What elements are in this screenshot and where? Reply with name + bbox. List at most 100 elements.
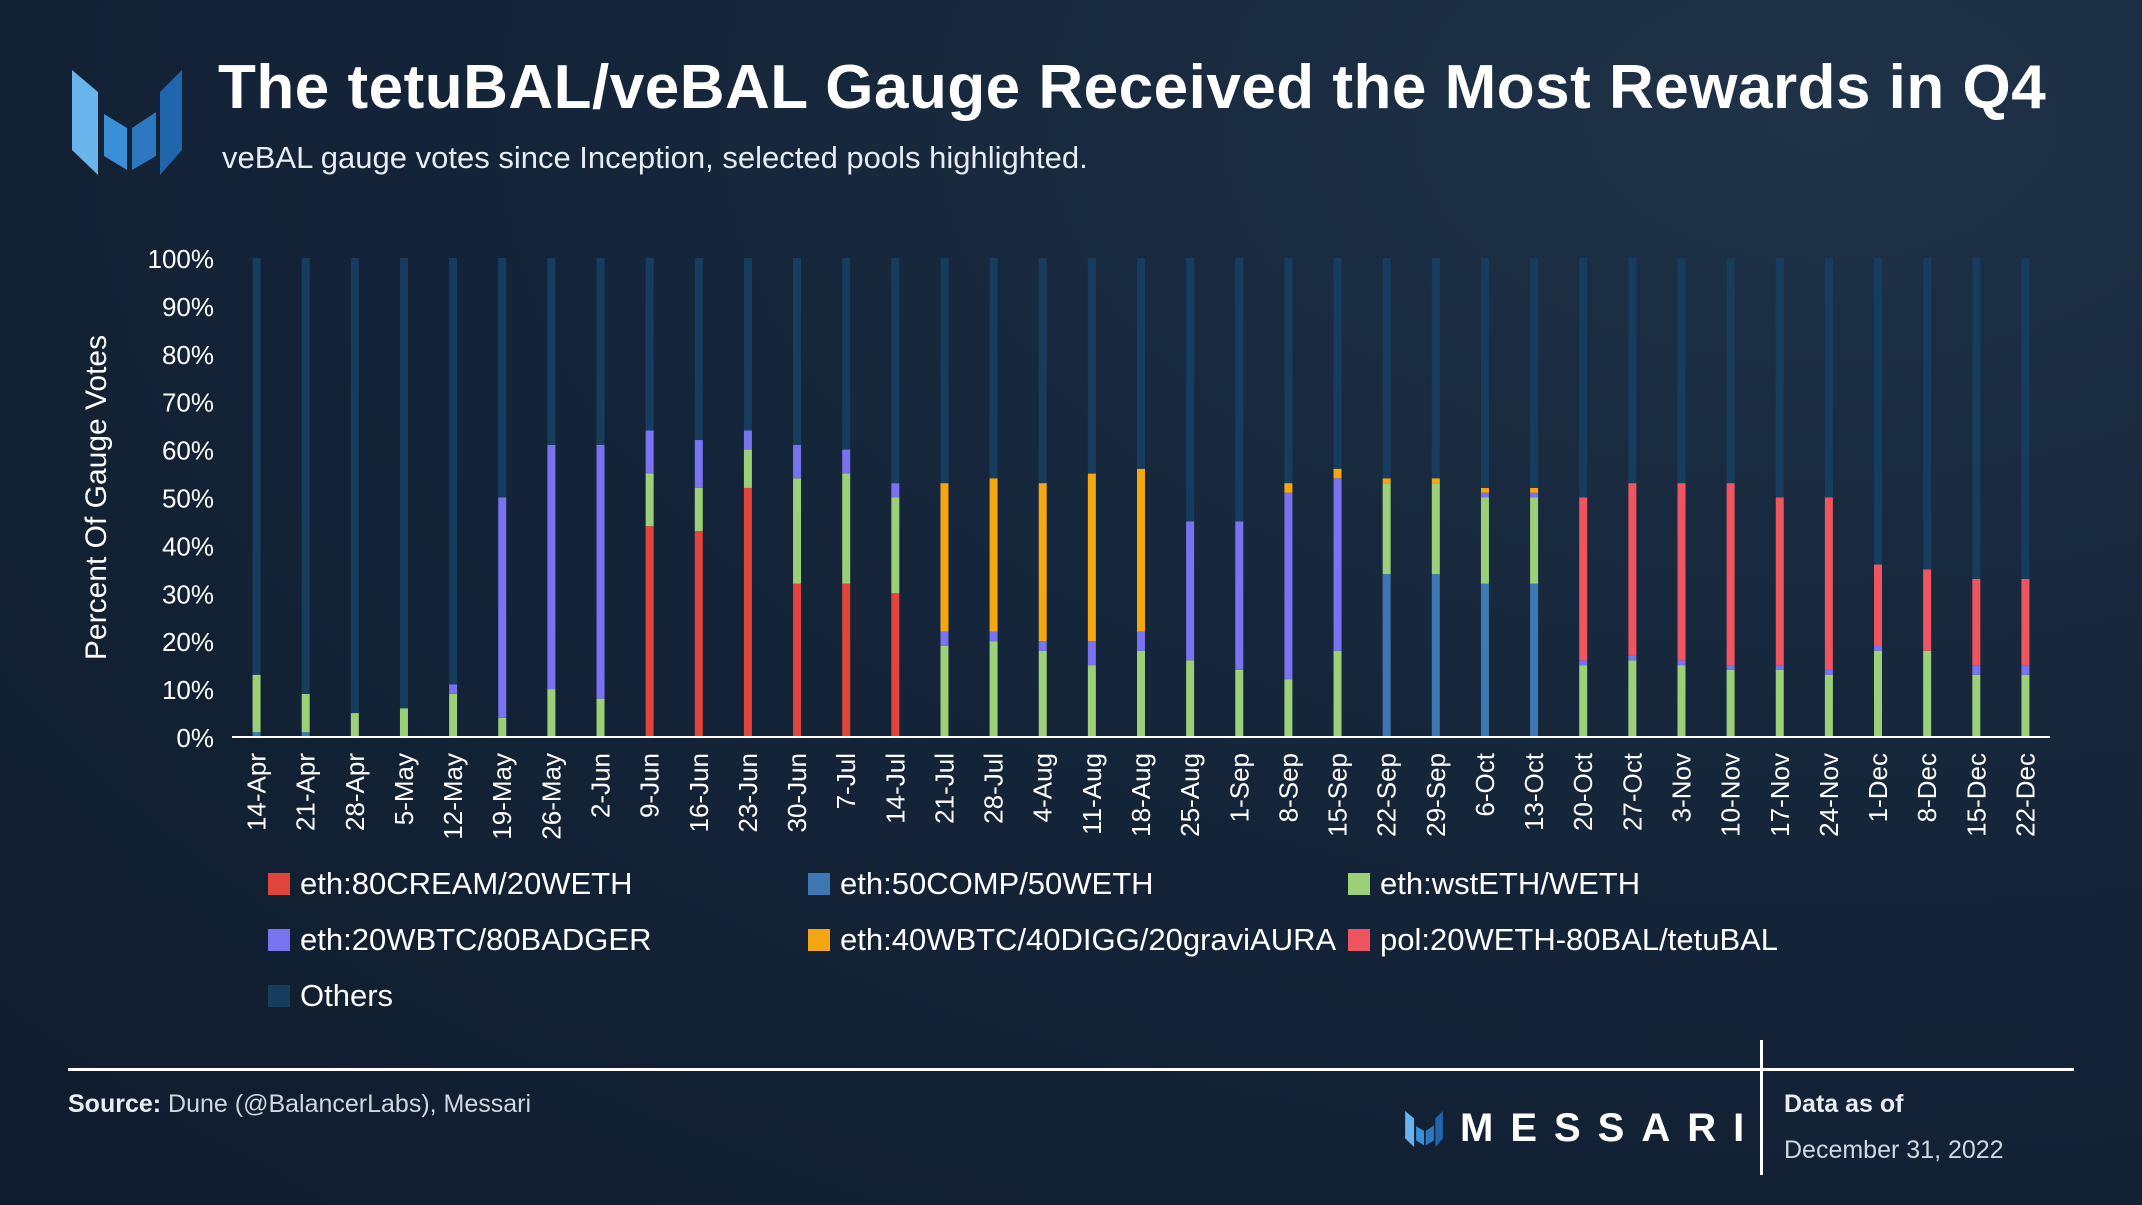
bar-segment — [1530, 487, 1539, 493]
bar-segment — [743, 487, 752, 737]
messari-brand: MESSARI — [1404, 1106, 1761, 1151]
bar-segment — [1333, 468, 1342, 479]
bar-segment — [252, 258, 261, 675]
legend-item: eth:80CREAM/20WETH — [268, 866, 633, 902]
bar-segment — [1333, 650, 1342, 737]
bar-segment — [1038, 258, 1047, 484]
legend-item: eth:20WBTC/80BADGER — [268, 922, 651, 958]
legend-swatch — [808, 929, 830, 951]
legend-swatch — [268, 873, 290, 895]
bar-segment — [1874, 564, 1883, 646]
x-tick-label: 28-Apr — [340, 753, 370, 831]
x-tick-label: 3-Nov — [1666, 753, 1696, 822]
bar-segment — [694, 258, 703, 441]
y-tick-label: 80% — [162, 340, 214, 370]
bar-segment — [1628, 483, 1637, 656]
bar-segment — [547, 689, 556, 737]
messari-logo-icon — [72, 70, 182, 175]
bar-segment — [1677, 483, 1686, 661]
legend-label: eth:wstETH/WETH — [1380, 866, 1641, 901]
y-tick-label: 100% — [148, 244, 215, 274]
bar-segment — [842, 583, 851, 737]
bar-segment — [1677, 665, 1686, 737]
bar-segment — [891, 483, 900, 498]
bar-segment — [1677, 660, 1686, 666]
legend-swatch — [268, 929, 290, 951]
legend-item: eth:40WBTC/40DIGG/20graviAURA — [808, 922, 1336, 958]
x-tick-label: 15-Dec — [1961, 753, 1991, 837]
bar-segment — [1972, 578, 1981, 666]
bar-segment — [694, 487, 703, 532]
bar-segment — [1087, 258, 1096, 474]
bar-segment — [399, 708, 408, 737]
bar-segment — [793, 478, 802, 584]
x-tick-label: 11-Aug — [1077, 753, 1107, 835]
bar-segment — [1186, 660, 1195, 737]
bar-segment — [2021, 578, 2030, 666]
bar-segment — [1480, 497, 1489, 584]
bar-segment — [1775, 669, 1784, 737]
legend-label: pol:20WETH-80BAL/tetuBAL — [1380, 922, 1779, 957]
bar-segment — [1431, 483, 1440, 575]
bar-segment — [1431, 478, 1440, 484]
bar-segment — [645, 430, 654, 474]
bar-segment — [1530, 492, 1539, 498]
bar-segment — [1137, 631, 1145, 651]
bar-segment — [498, 258, 507, 498]
bar-segment — [1824, 669, 1833, 675]
bar-segment — [891, 497, 900, 594]
bar-segment — [1824, 674, 1833, 737]
bar-segment — [1137, 468, 1145, 632]
data-as-of-label: Data as of — [1784, 1090, 1904, 1118]
bar-segment — [1972, 674, 1981, 737]
x-tick-label: 6-Oct — [1470, 752, 1500, 816]
bar-segment — [1480, 583, 1489, 737]
bar-segment — [793, 444, 802, 479]
x-tick-label: 21-Jul — [929, 753, 959, 824]
legend-swatch — [268, 985, 290, 1007]
legend-label: Others — [300, 978, 394, 1013]
legend-label: eth:20WBTC/80BADGER — [300, 922, 652, 957]
bar-segment — [596, 444, 605, 699]
y-tick-label: 60% — [162, 436, 214, 466]
bar-segment — [940, 483, 949, 632]
bar-segment — [449, 684, 458, 694]
bar-segment — [1677, 258, 1686, 484]
y-tick-label: 30% — [162, 579, 214, 609]
bar-segment — [1628, 660, 1637, 737]
bar-segment — [1972, 665, 1981, 675]
x-tick-label: 10-Nov — [1716, 753, 1746, 837]
x-tick-label: 1-Dec — [1863, 753, 1893, 822]
x-tick-label: 16-Jun — [684, 753, 714, 833]
bar-segment — [989, 478, 998, 632]
bar-segment — [694, 440, 703, 488]
bar-segment — [596, 698, 605, 737]
bar-segment — [793, 583, 802, 737]
legend-swatch — [1348, 929, 1370, 951]
stacked-bar-chart: Percent Of Gauge Votes 0% 10% 20% 30% 40% 50% 6… — [148, 244, 2030, 840]
bar-segment — [645, 526, 654, 737]
bar-segment — [1382, 483, 1391, 575]
bar-segment — [301, 693, 310, 733]
bar-segment — [743, 449, 752, 488]
x-tick-label: 19-May — [487, 753, 517, 840]
x-tick-label: 30-Jun — [782, 753, 812, 833]
bar-segment — [1087, 641, 1096, 666]
y-tick-label: 40% — [162, 531, 214, 561]
bar-segment — [1579, 258, 1588, 498]
bar-segment — [842, 449, 851, 474]
bar-segment — [1382, 478, 1391, 484]
x-tick-label: 1-Sep — [1224, 753, 1254, 822]
bar-segment — [842, 258, 851, 450]
messari-small-logo-icon — [1405, 1110, 1443, 1147]
bar-segment — [252, 732, 261, 737]
x-tick-label: 28-Jul — [979, 753, 1009, 824]
source-note: Source: Dune (@BalancerLabs), Messari — [68, 1090, 531, 1119]
bar-segment — [940, 645, 949, 737]
bar-segment — [498, 717, 507, 737]
bar-segment — [1038, 483, 1047, 642]
bar-segment — [940, 631, 949, 646]
bar-segment — [1137, 258, 1145, 469]
x-tick-label: 25-Aug — [1175, 753, 1205, 837]
bar-segment — [1235, 669, 1244, 737]
